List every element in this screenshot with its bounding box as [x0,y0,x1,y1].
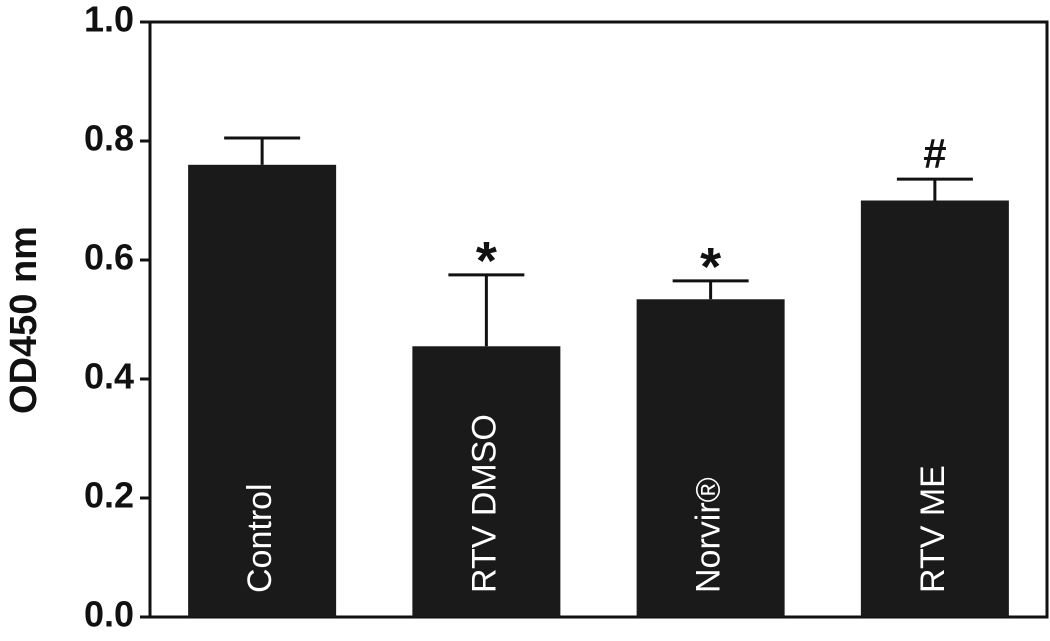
y-tick-label: 0.8 [84,118,134,159]
category-label: Control [241,483,279,593]
significance-mark: # [923,130,946,177]
category-label: Norvir® [690,477,728,593]
y-tick-label: 0.2 [84,475,134,516]
bar [636,299,785,617]
significance-mark: * [700,237,721,297]
bar [412,346,561,617]
category-label: RTV DMSO [465,414,503,593]
y-tick-label: 0.4 [84,356,134,397]
y-tick-label: 1.0 [84,0,134,40]
significance-mark: * [476,231,497,291]
category-label: RTV ME [914,465,952,593]
y-tick-label: 0.6 [84,237,134,278]
y-axis-label: OD450 nm [3,226,45,414]
bar [860,200,1009,617]
bar [188,164,337,618]
y-tick-label: 0.0 [84,594,134,635]
plot-frame [148,20,1049,619]
